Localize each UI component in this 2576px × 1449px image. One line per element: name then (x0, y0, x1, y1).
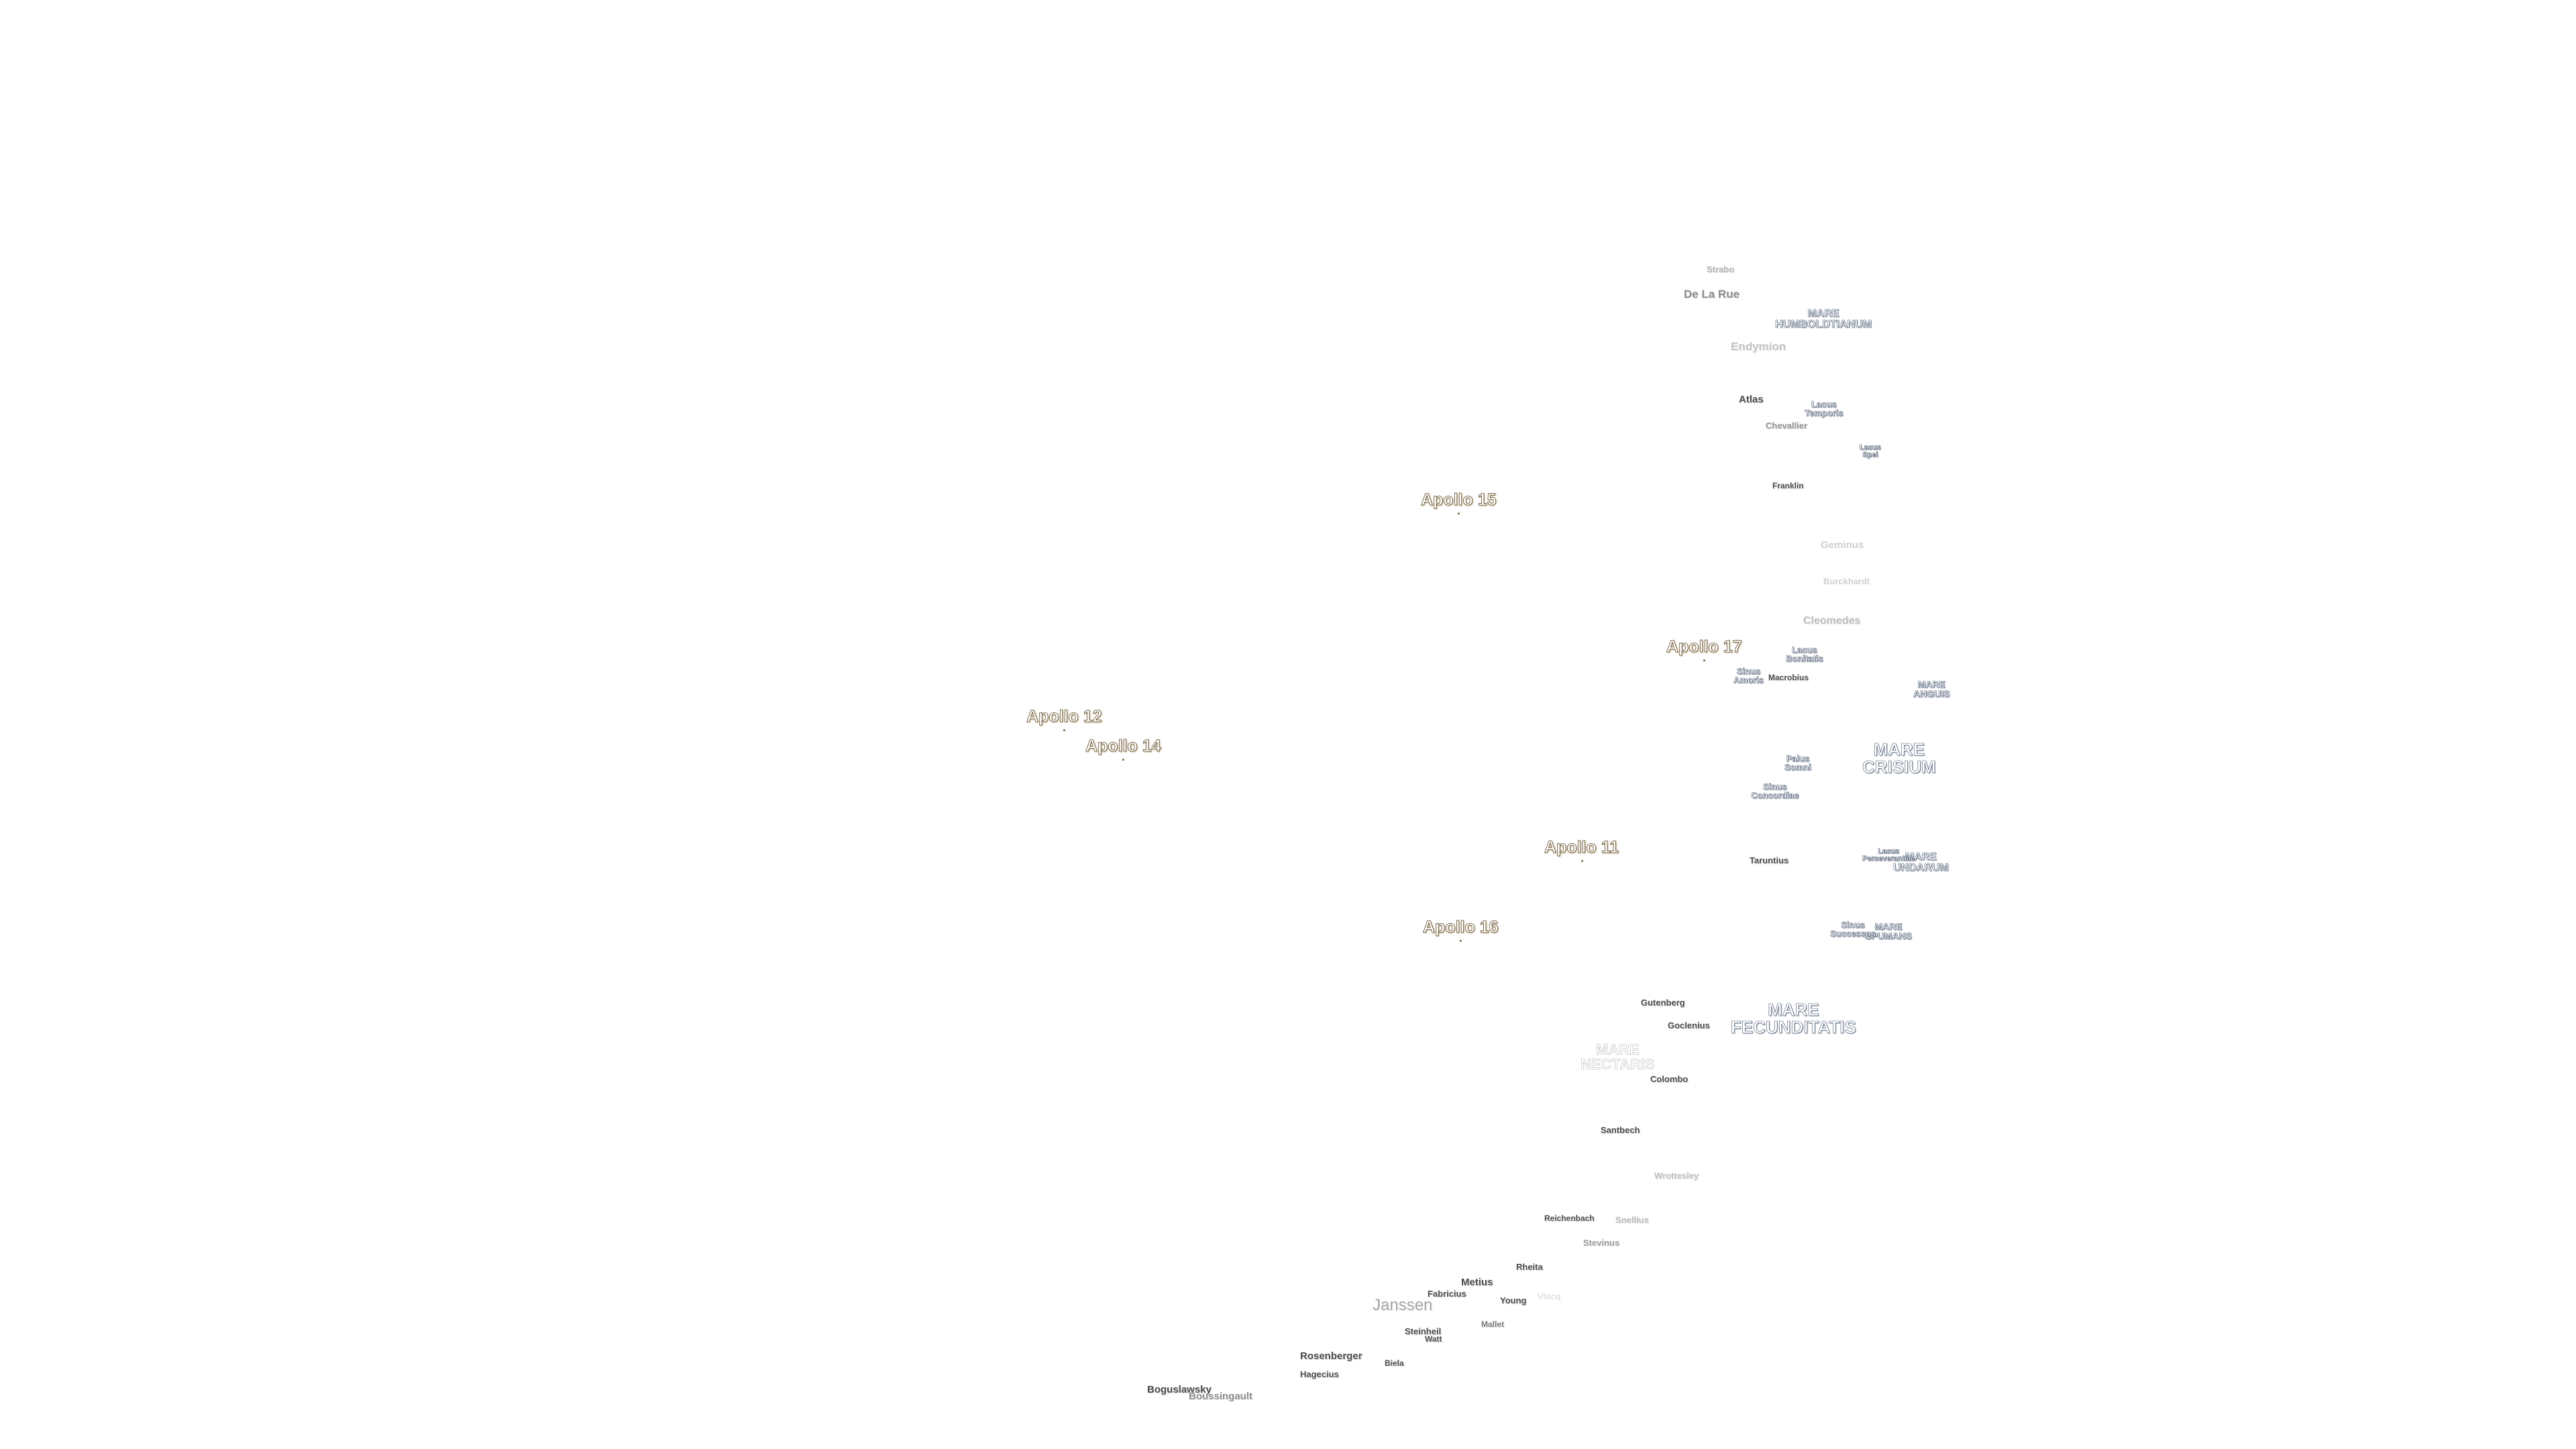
crater-atlas-label[interactable]: Atlas (1739, 394, 1764, 405)
mare-undarum-label[interactable]: MARE UNDARUM (1893, 851, 1949, 873)
crater-macrobius-label[interactable]: Macrobius (1768, 673, 1809, 682)
crater-hagecius-label[interactable]: Hagecius (1300, 1369, 1339, 1379)
crater-franklin-label[interactable]: Franklin (1772, 481, 1804, 490)
crater-metius-label[interactable]: Metius (1461, 1277, 1493, 1288)
apollo-17-label[interactable]: Apollo 17 (1666, 637, 1742, 661)
crater-strabo-label[interactable]: Strabo (1707, 264, 1735, 274)
apollo-14-text: Apollo 14 (1085, 737, 1161, 755)
crater-young-label[interactable]: Young (1500, 1295, 1527, 1305)
mare-spumans-label[interactable]: MARE SPUMANS (1865, 921, 1913, 941)
crater-de-la-rue-label[interactable]: De La Rue (1684, 288, 1740, 301)
apollo-11-label[interactable]: Apollo 11 (1544, 838, 1619, 862)
crater-mallet-label[interactable]: Mallet (1481, 1320, 1505, 1329)
lacus-temporis-label[interactable]: Lacus Temporis (1805, 399, 1843, 418)
apollo-16-label[interactable]: Apollo 16 (1423, 918, 1499, 942)
mare-anguis-label[interactable]: MARE ANGUIS (1913, 679, 1950, 699)
crater-reichenbach-label[interactable]: Reichenbach (1544, 1214, 1595, 1223)
crater-stevinus-label[interactable]: Stevinus (1583, 1238, 1620, 1248)
crater-vlacq-label[interactable]: Vlacq (1538, 1291, 1561, 1301)
crater-wrottesley-label[interactable]: Wrottesley (1654, 1171, 1699, 1181)
crater-biela-label[interactable]: Biela (1385, 1358, 1404, 1368)
apollo-12-marker (1063, 729, 1066, 731)
mare-fecunditatis-label[interactable]: MARE FECUNDITATIS (1731, 1000, 1856, 1037)
lacus-bonitatis-label[interactable]: Lacus Bonitatis (1786, 645, 1823, 663)
crater-geminus-label[interactable]: Geminus (1821, 539, 1864, 551)
crater-rheita-label[interactable]: Rheita (1516, 1262, 1543, 1272)
mare-crisium-label[interactable]: MARE CRISIUM (1862, 739, 1936, 777)
sinus-concordiae-label[interactable]: Sinus Concordiae (1751, 782, 1799, 800)
apollo-11-marker (1580, 860, 1583, 862)
apollo-12-label[interactable]: Apollo 12 (1026, 707, 1102, 731)
crater-boguslawsky-label[interactable]: Boguslawsky (1147, 1384, 1212, 1395)
apollo-15-marker (1458, 513, 1460, 515)
apollo-16-text: Apollo 16 (1423, 918, 1499, 936)
crater-endymion-label[interactable]: Endymion (1731, 340, 1786, 353)
lacus-perseverantiae-label[interactable]: Lacus Perseverantiae (1862, 847, 1915, 863)
sinus-successus-label[interactable]: Sinus Successus (1830, 920, 1876, 938)
crater-janssen-label[interactable]: Janssen (1373, 1296, 1433, 1314)
lacus-spei-label[interactable]: Lacus Spei (1860, 443, 1881, 459)
crater-goclenius-label[interactable]: Goclenius (1668, 1020, 1710, 1030)
crater-watt-label[interactable]: Watt (1425, 1334, 1442, 1344)
crater-chevallier-label[interactable]: Chevallier (1766, 421, 1808, 431)
crater-snellius-label[interactable]: Snellius (1615, 1215, 1649, 1225)
crater-rosenberger-label[interactable]: Rosenberger (1300, 1350, 1362, 1362)
crater-steinheil-label[interactable]: Steinheil (1405, 1326, 1442, 1336)
apollo-12-text: Apollo 12 (1026, 707, 1102, 726)
sinus-amoris-label[interactable]: Sinus Amoris (1733, 666, 1764, 685)
crater-burckhardt-label[interactable]: Burckhardt (1823, 576, 1870, 586)
palus-somni-label[interactable]: Palus Somni (1784, 753, 1811, 772)
mare-humboldtianum-label[interactable]: MARE HUMBOLDTIANUM (1775, 308, 1872, 330)
apollo-17-marker (1703, 659, 1706, 661)
mare-nectaris-label[interactable]: MARE NECTARIS (1580, 1041, 1655, 1073)
crater-colombo-label[interactable]: Colombo (1650, 1074, 1688, 1084)
crater-gutenberg-label[interactable]: Gutenberg (1641, 998, 1685, 1008)
apollo-16-marker (1460, 940, 1462, 942)
crater-santbech-label[interactable]: Santbech (1601, 1125, 1640, 1135)
apollo-17-text: Apollo 17 (1666, 637, 1742, 656)
apollo-11-text: Apollo 11 (1544, 838, 1619, 857)
apollo-15-text: Apollo 15 (1421, 490, 1497, 509)
crater-boussingault-label[interactable]: Boussingault (1189, 1391, 1253, 1402)
crater-fabricius-label[interactable]: Fabricius (1428, 1289, 1466, 1299)
apollo-14-marker (1122, 759, 1125, 761)
crater-cleomedes-label[interactable]: Cleomedes (1803, 615, 1861, 627)
crater-taruntius-label[interactable]: Taruntius (1750, 855, 1789, 865)
apollo-14-label[interactable]: Apollo 14 (1085, 737, 1161, 761)
apollo-15-label[interactable]: Apollo 15 (1421, 490, 1497, 515)
